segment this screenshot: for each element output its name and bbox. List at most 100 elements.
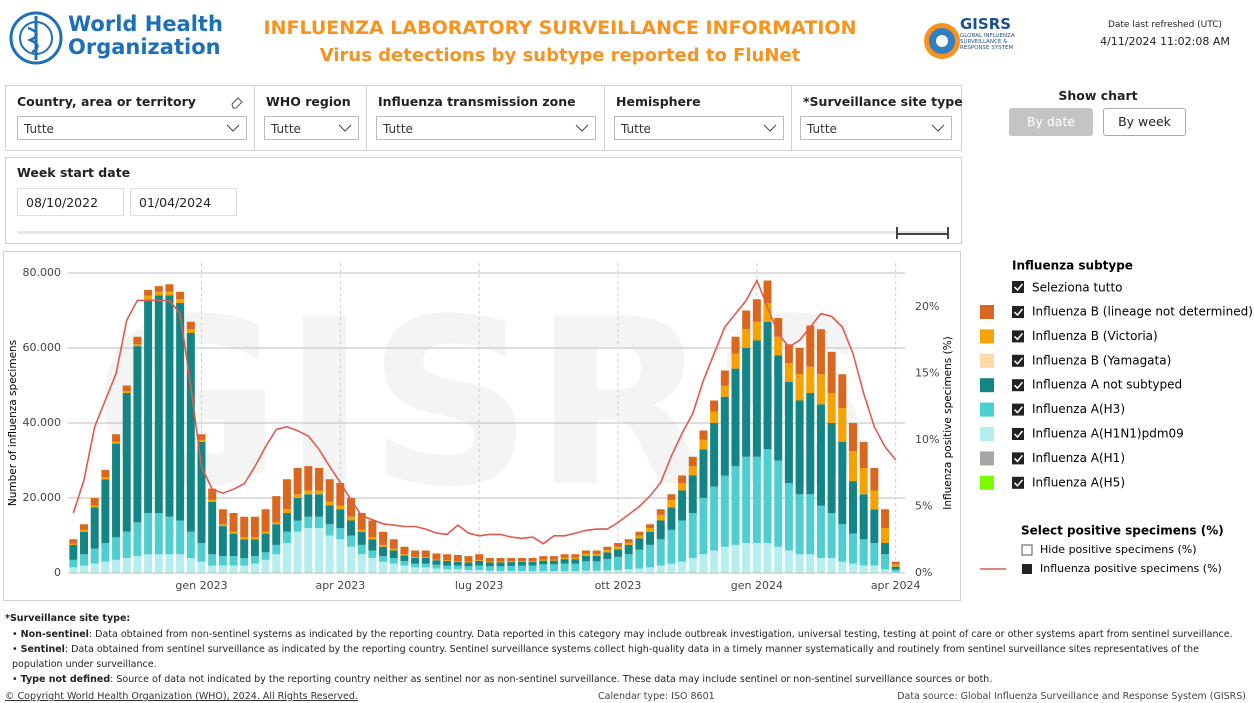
bar-segment — [784, 550, 793, 573]
bar-segment — [208, 499, 217, 502]
date-input[interactable]: 01/04/2024 — [130, 188, 237, 216]
hide-label[interactable]: Hide positive specimens (%) — [1040, 543, 1197, 556]
bar-segment — [90, 548, 99, 564]
legend-swatch — [980, 475, 994, 490]
bar-segment — [774, 355, 783, 461]
bar-segment — [496, 571, 505, 573]
toggle-button[interactable]: By date — [1009, 108, 1093, 136]
copyright[interactable]: © Copyright World Health Organization (W… — [5, 691, 358, 702]
bar-segment — [560, 554, 569, 558]
bar-segment — [421, 567, 430, 573]
legend-label[interactable]: Influenza A(H1N1)pdm09 — [1032, 427, 1184, 441]
legend-label[interactable]: Influenza B (Victoria) — [1032, 329, 1158, 343]
bar-segment — [69, 559, 78, 568]
bar-segment — [90, 507, 99, 549]
checkbox[interactable] — [1012, 403, 1024, 416]
bar-segment — [432, 568, 441, 573]
bar-segment — [144, 513, 153, 555]
bar-segment — [176, 291, 185, 300]
legend-label[interactable]: Influenza A(H5) — [1032, 475, 1125, 489]
bar-segment — [453, 569, 462, 573]
bar-segment — [229, 531, 238, 534]
bar-segment — [848, 563, 857, 573]
bar-segment — [517, 561, 526, 562]
dropdown[interactable]: Tutte — [614, 116, 784, 140]
legend-label[interactable]: Influenza positive specimens (%) — [1040, 562, 1222, 575]
bar-segment — [635, 568, 644, 573]
checkbox[interactable] — [1022, 564, 1032, 574]
checkbox[interactable] — [1012, 428, 1024, 440]
dropdown[interactable]: Tutte — [17, 116, 247, 140]
legend-label[interactable]: Influenza A(H3) — [1032, 402, 1125, 416]
x-tick-label: ott 2023 — [595, 579, 642, 592]
bar-segment — [90, 498, 99, 506]
bar-segment — [165, 516, 174, 555]
bar-segment — [731, 336, 740, 354]
bar-segment — [389, 550, 398, 558]
bar-segment — [646, 531, 655, 545]
date-value: 01/04/2024 — [139, 195, 212, 210]
bar-segment — [368, 537, 377, 540]
bar-segment — [528, 561, 537, 562]
checkbox[interactable] — [1012, 452, 1024, 465]
bar-segment — [282, 513, 291, 532]
note: • Sentinel: Data obtained from sentinel … — [12, 644, 1199, 670]
dropdown[interactable]: Tutte — [376, 116, 596, 140]
slider-handle[interactable] — [947, 227, 949, 239]
legend-label[interactable]: Influenza B (lineage not determined) — [1032, 305, 1253, 319]
toggle-button[interactable]: By week — [1103, 108, 1186, 136]
bar-segment — [731, 466, 740, 545]
checkbox[interactable] — [1021, 544, 1033, 556]
footer-heading: *Surveillance site type: — [5, 613, 131, 624]
legend-label[interactable]: Influenza B (Yamagata) — [1032, 353, 1171, 367]
bar-segment — [133, 522, 142, 557]
dropdown[interactable]: Tutte — [264, 116, 359, 140]
slider-handle[interactable] — [896, 227, 898, 239]
checkbox[interactable] — [1012, 306, 1024, 318]
bar-segment — [678, 520, 687, 562]
dropdown[interactable]: Tutte — [800, 116, 952, 140]
bar-segment — [389, 548, 398, 551]
check — [1013, 308, 1024, 317]
legend-label[interactable]: Influenza A(H1) — [1032, 451, 1125, 465]
bar-segment — [891, 561, 900, 565]
checkbox[interactable] — [1012, 476, 1024, 489]
eraser-icon[interactable] — [230, 95, 244, 109]
bar-segment — [421, 558, 430, 564]
checkbox[interactable] — [1012, 379, 1024, 392]
legend-select-all[interactable]: Seleziona tutto — [1032, 281, 1123, 295]
bar-segment — [774, 460, 783, 547]
bar-segment — [517, 561, 526, 566]
legend-label[interactable]: Influenza A not subtyped — [1032, 378, 1182, 392]
bar-segment — [891, 571, 900, 573]
bar-segment — [571, 559, 580, 564]
bar-segment — [453, 561, 462, 562]
bar-segment — [101, 543, 110, 562]
bar-segment — [240, 516, 249, 538]
bar-segment — [624, 539, 633, 543]
slider-track — [17, 231, 947, 234]
bar-segment — [272, 524, 281, 545]
bar-segment — [186, 321, 195, 330]
bar-segment — [325, 479, 334, 502]
bar-segment — [688, 466, 697, 476]
org-name: World Health Organization — [68, 13, 223, 59]
bar-segment — [112, 443, 121, 538]
bar-segment — [314, 494, 323, 517]
checkbox[interactable] — [1012, 354, 1024, 367]
bar-segment — [144, 289, 153, 296]
checkbox[interactable] — [1012, 330, 1024, 343]
date-input[interactable]: 08/10/2022 — [17, 188, 124, 216]
slider-range[interactable] — [897, 233, 948, 235]
bar-segment — [678, 483, 687, 491]
checkbox[interactable] — [1012, 281, 1024, 293]
bar-segment — [368, 558, 377, 573]
bar-segment — [464, 566, 473, 570]
bar-segment — [261, 552, 270, 560]
footer-notes: • Non-sentinel: Data obtained from non-s… — [12, 627, 1247, 687]
bar-segment — [763, 321, 772, 450]
bar-segment — [517, 571, 526, 573]
bar-segment — [411, 550, 420, 557]
x-tick-label: lug 2023 — [455, 579, 504, 592]
y2-axis-title: Influenza positive specimens (%) — [942, 336, 954, 510]
